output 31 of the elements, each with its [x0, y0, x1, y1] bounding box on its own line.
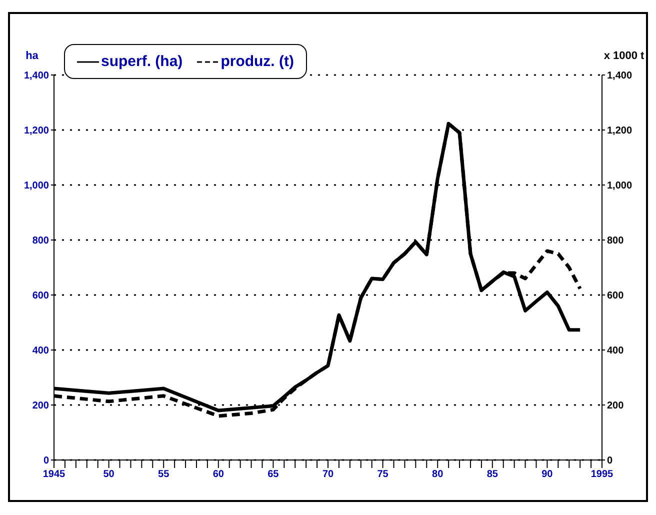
y-tick-label: 200 [32, 400, 50, 412]
y2-tick-label: 600 [607, 290, 624, 302]
x-tick-label: 75 [377, 469, 389, 480]
x-tick-label: 80 [432, 469, 444, 480]
x-tick-label: 1945 [42, 469, 66, 480]
y2-tick-label: 1,000 [607, 180, 632, 192]
y-tick-label: 600 [32, 290, 50, 302]
x-tick-label: 55 [158, 469, 170, 480]
x-tick-label: 65 [268, 469, 280, 480]
y2-tick-label: 400 [607, 346, 624, 357]
y2-tick-label: 0 [607, 456, 613, 467]
x-tick-label: 1995 [590, 469, 614, 480]
y2-tick-label: 800 [607, 236, 624, 247]
x-tick-label: 60 [212, 469, 224, 480]
y-tick-label: 1,400 [24, 70, 50, 82]
y2-axis-title: x 1000 t [604, 50, 645, 62]
x-tick-label: 85 [486, 469, 498, 480]
y-tick-label: 0 [43, 456, 50, 467]
y2-tick-label: 1,400 [607, 70, 632, 82]
y2-tick-label: 1,200 [607, 126, 632, 137]
x-tick-label: 90 [542, 469, 554, 480]
y-tick-label: 800 [32, 236, 50, 247]
y-tick-label: 1,000 [24, 180, 50, 192]
y-axis-title: ha [26, 50, 40, 62]
y2-tick-label: 200 [607, 400, 624, 412]
legend-label: produz. (t) [220, 53, 294, 70]
x-tick-label: 50 [103, 469, 115, 480]
y-tick-label: 1,200 [24, 126, 50, 137]
legend-label: superf. (ha) [101, 53, 183, 70]
x-tick-label: 70 [322, 469, 334, 480]
y-tick-label: 400 [32, 346, 50, 357]
